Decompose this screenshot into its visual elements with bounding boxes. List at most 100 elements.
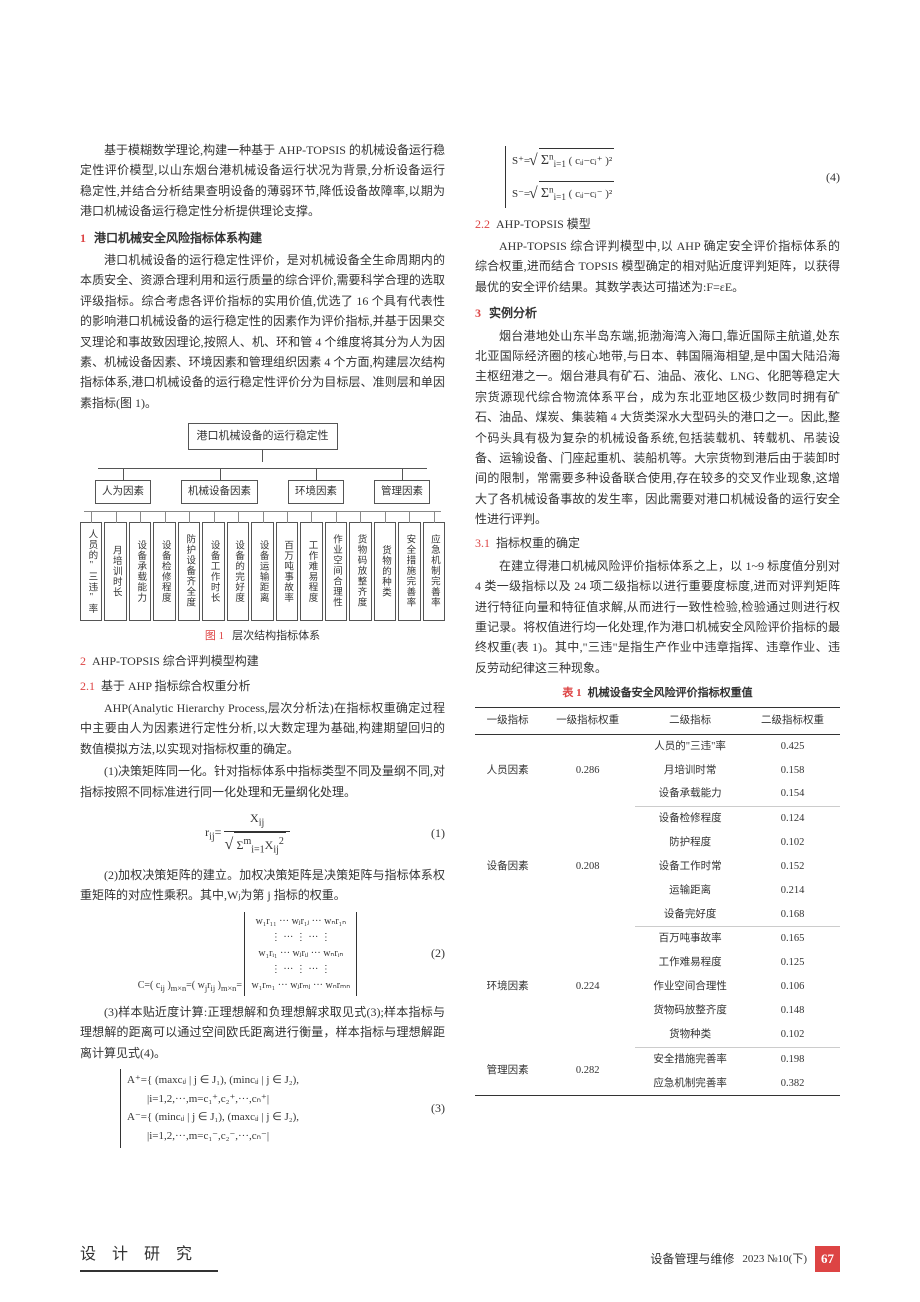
section-1-title: 港口机械安全风险指标体系构建 xyxy=(94,231,262,245)
diagram-level2-node: 人为因素 xyxy=(95,480,151,504)
subsection-2-1-title: 基于 AHP 指标综合权重分析 xyxy=(101,679,251,693)
table-1-caption: 表 1 机械设备安全风险评价指标权重值 xyxy=(475,684,840,703)
table-weight-cell: 0.102 xyxy=(745,831,840,855)
table-indicator-cell: 作业空间合理性 xyxy=(635,975,745,999)
diagram-level3-node: 百万吨事故率 xyxy=(276,522,298,621)
diagram-level3-node: 设备运输距离 xyxy=(251,522,273,621)
equation-4: S⁺= Σni=1 ( cᵢⱼ−cⱼ⁺ )² S⁻= Σni=1 ( cᵢⱼ−c… xyxy=(475,146,840,208)
equation-3-number: (3) xyxy=(415,1098,445,1118)
intro-paragraph: 基于模糊数学理论,构建一种基于 AHP-TOPSIS 的机械设备运行稳定性评价模… xyxy=(80,140,445,222)
page-footer: 设 计 研 究 设备管理与维修 2023 №10(下) 67 xyxy=(80,1241,840,1272)
table-weight-cell: 0.102 xyxy=(745,1023,840,1047)
diagram-level2-node: 环境因素 xyxy=(288,480,344,504)
diagram-level3-node: 人员的"三违"率 xyxy=(80,522,102,621)
table-indicator-cell: 工作难易程度 xyxy=(635,951,745,975)
table-weight-cell: 0.214 xyxy=(745,879,840,903)
table-1-header-row: 一级指标一级指标权重二级指标二级指标权重 xyxy=(475,707,840,734)
subsection-3-1-title: 指标权重的确定 xyxy=(496,536,580,550)
table-indicator-cell: 月培训时常 xyxy=(635,759,745,783)
diagram-level3-node: 应急机制完善率 xyxy=(423,522,445,621)
table-indicator-cell: 运输距离 xyxy=(635,879,745,903)
subsection-2-2-number: 2.2 xyxy=(475,217,490,231)
sec2-para3: (2)加权决策矩阵的建立。加权决策矩阵是决策矩阵与指标体系权重矩阵的对应性乘积。… xyxy=(80,865,445,906)
table-indicator-cell: 设备检修程度 xyxy=(635,807,745,831)
subsection-2-1-heading: 2.1 基于 AHP 指标综合权重分析 xyxy=(80,676,445,696)
right-column: S⁺= Σni=1 ( cᵢⱼ−cⱼ⁺ )² S⁻= Σni=1 ( cᵢⱼ−c… xyxy=(475,140,840,1154)
diagram-level3-node: 设备承载能力 xyxy=(129,522,151,621)
section-2-title: AHP-TOPSIS 综合评判模型构建 xyxy=(92,654,259,668)
equation-2-number: (2) xyxy=(415,943,445,963)
section-3-title: 实例分析 xyxy=(489,306,537,320)
table-indicator-cell: 应急机制完善率 xyxy=(635,1072,745,1096)
sec2-para4: (3)样本贴近度计算:正理想解和负理想解求取见式(3);样本指标与理想解的距离可… xyxy=(80,1002,445,1063)
equation-3: A⁺={ (maxcᵢⱼ | j ∈ J₁), (mincᵢⱼ | j ∈ J₂… xyxy=(80,1069,445,1148)
sec3-para1: 烟台港地处山东半岛东端,扼渤海湾入海口,靠近国际主航道,处东北亚国际经济圈的核心… xyxy=(475,326,840,530)
section-2-heading: 2 AHP-TOPSIS 综合评判模型构建 xyxy=(80,651,445,671)
subsection-3-1-number: 3.1 xyxy=(475,536,490,550)
sec3-para2: 在建立得港口机械风险评价指标体系之上，以 1~9 标度值分别对 4 类一级指标以… xyxy=(475,556,840,678)
table-weight-cell: 0.152 xyxy=(745,855,840,879)
diagram-level2-node: 管理因素 xyxy=(374,480,430,504)
table-row: 环境因素0.224百万吨事故率0.165 xyxy=(475,927,840,951)
diagram-level3-row: 人员的"三违"率月培训时长设备承载能力设备检修程度防护设备齐全度设备工作时长设备… xyxy=(80,522,445,621)
table-indicator-cell: 货物种类 xyxy=(635,1023,745,1047)
two-column-layout: 基于模糊数学理论,构建一种基于 AHP-TOPSIS 的机械设备运行稳定性评价模… xyxy=(80,140,840,1154)
figure-1-caption-num: 图 1 xyxy=(205,630,224,642)
table-1-caption-text: 机械设备安全风险评价指标权重值 xyxy=(588,687,753,699)
footer-issue: 2023 №10(下) xyxy=(742,1250,807,1269)
diagram-level2-node: 机械设备因素 xyxy=(181,480,258,504)
sec2-para1: AHP(Analytic Hierarchy Process,层次分析法)在指标… xyxy=(80,698,445,759)
sec2-para5: AHP-TOPSIS 综合评判模型中,以 AHP 确定安全评价指标体系的综合权重… xyxy=(475,236,840,297)
equation-1-number: (1) xyxy=(415,823,445,843)
table-weight-cell: 0.158 xyxy=(745,759,840,783)
table-weight-cell: 0.198 xyxy=(745,1047,840,1071)
equation-2: C=( cij )m×n=( wjrij )m×n= w₁r₁₁ ··· wⱼr… xyxy=(80,912,445,996)
table-indicator-cell: 设备承载能力 xyxy=(635,782,745,806)
equation-1: rij= Xij Σmi=1Xij2 (1) xyxy=(80,808,445,859)
table-indicator-cell: 防护程度 xyxy=(635,831,745,855)
table-row: 管理因素0.282安全措施完善率0.198 xyxy=(475,1047,840,1071)
section-3-number: 3 xyxy=(475,306,481,320)
diagram-level3-node: 货物的种类 xyxy=(374,522,396,621)
footer-section-label: 设 计 研 究 xyxy=(80,1241,218,1272)
diagram-level3-node: 防护设备齐全度 xyxy=(178,522,200,621)
table-weight-cell: 0.124 xyxy=(745,807,840,831)
diagram-level3-node: 设备的完好度 xyxy=(227,522,249,621)
subsection-2-2-title: AHP-TOPSIS 模型 xyxy=(496,217,591,231)
table-group-weight-cell: 0.208 xyxy=(540,807,635,927)
section-1-number: 1 xyxy=(80,231,86,245)
subsection-2-1-number: 2.1 xyxy=(80,679,95,693)
diagram-level3-node: 设备检修程度 xyxy=(153,522,175,621)
diagram-level3-node: 设备工作时长 xyxy=(202,522,224,621)
table-header-cell: 一级指标权重 xyxy=(540,707,635,734)
diagram-level3-node: 工作难易程度 xyxy=(300,522,322,621)
section-1-paragraph: 港口机械设备的运行稳定性评价，是对机械设备全生命周期内的本质安全、资源合理利用和… xyxy=(80,250,445,413)
table-indicator-cell: 百万吨事故率 xyxy=(635,927,745,951)
table-weight-cell: 0.382 xyxy=(745,1072,840,1096)
diagram-level3-node: 安全措施完善率 xyxy=(398,522,420,621)
section-2-number: 2 xyxy=(80,654,86,668)
table-weight-cell: 0.148 xyxy=(745,999,840,1023)
diagram-level3-node: 作业空间合理性 xyxy=(325,522,347,621)
table-weight-cell: 0.425 xyxy=(745,734,840,758)
section-1-heading: 1 港口机械安全风险指标体系构建 xyxy=(80,228,445,248)
table-group-cell: 管理因素 xyxy=(475,1047,540,1096)
figure-1-tree-diagram: 港口机械设备的运行稳定性 人为因素 机械设备因素 环境因素 管理因素 人员的"三违"率… xyxy=(80,423,445,645)
figure-1-caption: 图 1 层次结构指标体系 xyxy=(80,627,445,646)
section-3-heading: 3 实例分析 xyxy=(475,303,840,323)
figure-1-caption-text: 层次结构指标体系 xyxy=(232,630,320,642)
table-indicator-cell: 人员的"三违"率 xyxy=(635,734,745,758)
diagram-root-node: 港口机械设备的运行稳定性 xyxy=(188,423,338,450)
table-group-weight-cell: 0.224 xyxy=(540,927,635,1047)
equation-4-number: (4) xyxy=(810,167,840,187)
table-1-caption-num: 表 1 xyxy=(562,687,581,699)
table-indicator-cell: 安全措施完善率 xyxy=(635,1047,745,1071)
table-row: 设备因素0.208设备检修程度0.124 xyxy=(475,807,840,831)
footer-publication: 设备管理与维修 xyxy=(650,1249,734,1269)
table-group-cell: 人员因素 xyxy=(475,734,540,807)
table-indicator-cell: 设备工作时常 xyxy=(635,855,745,879)
table-indicator-cell: 货物码放整齐度 xyxy=(635,999,745,1023)
table-group-cell: 设备因素 xyxy=(475,807,540,927)
table-weight-cell: 0.125 xyxy=(745,951,840,975)
table-group-weight-cell: 0.282 xyxy=(540,1047,635,1096)
